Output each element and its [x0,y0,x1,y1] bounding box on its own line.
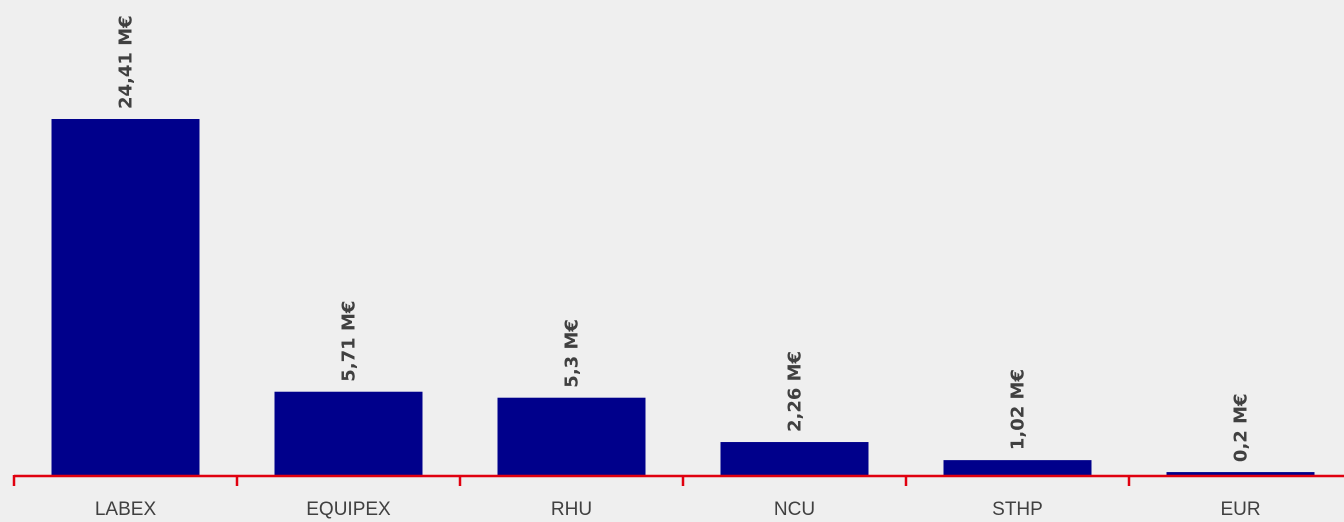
category-label-rhu: RHU [551,499,592,520]
bar-ncu [720,442,869,475]
bars-group [51,119,1315,475]
bar-labex [51,119,200,475]
labels-group: 24,41 M€ LABEX 5,71 M€ EQUIPEX 5,3 M€ RHU 2,26… [95,15,1261,520]
category-label-equipex: EQUIPEX [306,499,391,520]
category-label-sthp: STHP [992,499,1043,520]
data-label-labex: 24,41 M€ [116,15,137,109]
category-label-labex: LABEX [95,499,157,520]
x-axis [12,474,1344,486]
bar-sthp [943,460,1092,475]
data-label-sthp: 1,02 M€ [1008,369,1029,450]
data-label-ncu: 2,26 M€ [785,351,806,432]
bar-equipex [274,391,423,475]
category-label-eur: EUR [1220,499,1260,520]
category-label-ncu: NCU [774,499,815,520]
bar-rhu [497,397,646,475]
bar-eur [1166,472,1315,475]
data-label-eur: 0,2 M€ [1231,393,1252,462]
data-label-equipex: 5,71 M€ [339,301,360,382]
data-label-rhu: 5,3 M€ [562,319,583,388]
